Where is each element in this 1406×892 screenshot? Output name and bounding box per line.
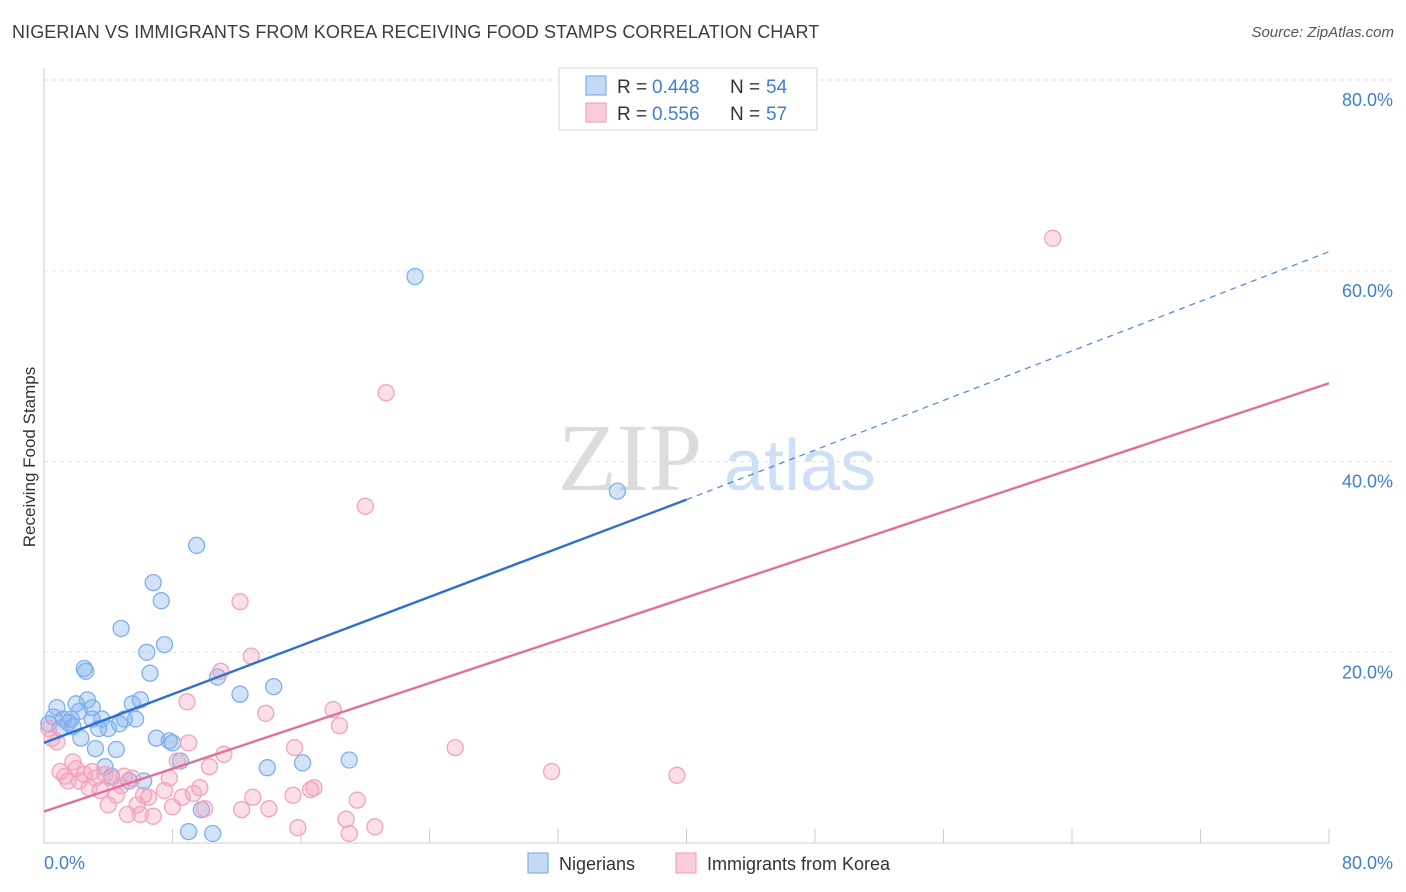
- legend-r-value-2: 0.556: [652, 104, 700, 125]
- point-nigerians-35: [152, 592, 170, 610]
- point-nigerians-38: [163, 734, 182, 752]
- x-tick-label-min: 0.0%: [44, 853, 85, 873]
- legend-r-value-1: 0.448: [652, 77, 700, 98]
- point-nigerians-49: [340, 751, 358, 769]
- point-korea-33: [179, 734, 198, 752]
- legend-swatch-nigerians: [585, 75, 607, 96]
- point-korea-41: [232, 800, 251, 819]
- point-nigerians-48: [293, 754, 312, 772]
- point-korea-37: [200, 758, 219, 776]
- point-nigerians-24: [112, 619, 130, 638]
- legend-n-label-2: N =: [730, 104, 760, 125]
- chart-source: Source: ZipAtlas.com: [1251, 24, 1394, 41]
- y-tick-label-20: 20.0%: [1342, 662, 1393, 682]
- point-korea-26: [144, 807, 162, 825]
- point-korea-31: [173, 788, 191, 806]
- y-tick-label-60: 60.0%: [1342, 281, 1393, 301]
- point-korea-40: [231, 593, 249, 611]
- point-nigerians-47: [265, 677, 283, 696]
- point-korea-45: [260, 800, 278, 818]
- gridlines: [44, 79, 1393, 653]
- point-korea-53: [337, 810, 355, 828]
- point-korea-60: [542, 762, 561, 781]
- point-korea-62: [1044, 229, 1062, 247]
- y-axis-title: Receiving Food Stamps: [20, 367, 39, 547]
- point-nigerians-41: [187, 536, 206, 555]
- point-korea-21: [123, 769, 141, 787]
- point-korea-25: [139, 788, 158, 806]
- point-nigerians-45: [231, 685, 249, 703]
- bottom-legend-swatch-nigerians: [527, 852, 549, 874]
- point-nigerians-36: [155, 635, 174, 654]
- trend-line-korea: [43, 382, 1330, 813]
- series-legend: Nigerians Immigrants from Korea: [527, 852, 891, 874]
- correlation-legend: R = 0.448 N = 54 R = 0.556 N = 57: [558, 67, 818, 131]
- legend-n-value-2: 57: [766, 104, 787, 125]
- scatter-points: [40, 229, 1062, 843]
- point-korea-0: [40, 719, 58, 738]
- point-nigerians-15: [83, 698, 101, 717]
- y-tick-label-80: 80.0%: [1342, 90, 1393, 110]
- bottom-legend-swatch-korea: [675, 852, 697, 874]
- point-korea-59: [446, 738, 464, 757]
- legend-n-label-1: N =: [730, 77, 760, 98]
- point-nigerians-16: [86, 739, 105, 758]
- bottom-legend-label-nigerians: Nigerians: [559, 854, 635, 874]
- point-korea-58: [377, 384, 395, 402]
- watermark-atlas: atlas: [724, 426, 876, 506]
- point-korea-61: [668, 766, 686, 784]
- point-korea-55: [348, 791, 366, 809]
- legend-r-label-1: R =: [617, 77, 647, 98]
- point-korea-57: [366, 818, 384, 836]
- point-nigerians-32: [141, 664, 159, 682]
- point-nigerians-34: [147, 729, 166, 747]
- legend-r-label-2: R =: [617, 104, 647, 125]
- point-nigerians-33: [144, 573, 162, 592]
- bottom-legend-label-korea: Immigrants from Korea: [707, 854, 891, 874]
- point-korea-52: [330, 717, 349, 735]
- point-korea-50: [305, 779, 323, 797]
- point-nigerians-40: [179, 822, 198, 841]
- point-nigerians-51: [608, 482, 627, 500]
- point-nigerians-23: [110, 715, 129, 733]
- axes: [43, 68, 1330, 844]
- point-korea-43: [244, 788, 262, 806]
- point-nigerians-28: [126, 710, 145, 728]
- watermark-zip: ZIP: [558, 404, 702, 511]
- point-korea-56: [356, 497, 374, 515]
- y-tick-label-40: 40.0%: [1342, 472, 1393, 492]
- point-nigerians-22: [107, 740, 125, 759]
- point-nigerians-46: [258, 759, 276, 777]
- trend-lines: [43, 251, 1330, 813]
- point-korea-36: [195, 800, 214, 818]
- point-nigerians-10: [72, 729, 90, 747]
- point-korea-48: [289, 819, 307, 837]
- point-korea-44: [257, 704, 275, 722]
- point-korea-23: [131, 805, 150, 824]
- chart-title: NIGERIAN VS IMMIGRANTS FROM KOREA RECEIV…: [12, 22, 820, 42]
- point-korea-47: [285, 738, 304, 757]
- point-nigerians-43: [204, 824, 222, 843]
- point-korea-32: [178, 693, 196, 711]
- point-nigerians-12: [77, 662, 95, 680]
- x-tick-label-max: 80.0%: [1342, 853, 1393, 873]
- point-korea-54: [340, 824, 358, 843]
- point-korea-35: [191, 779, 209, 797]
- trend-extension-nigerians: [686, 251, 1330, 501]
- point-korea-46: [284, 786, 302, 804]
- point-nigerians-50: [406, 267, 424, 286]
- legend-n-value-1: 54: [766, 77, 788, 98]
- legend-swatch-korea: [585, 102, 607, 123]
- point-nigerians-20: [99, 719, 117, 738]
- trend-line-nigerians: [43, 498, 687, 744]
- point-nigerians-11: [75, 659, 93, 678]
- point-nigerians-31: [138, 643, 156, 661]
